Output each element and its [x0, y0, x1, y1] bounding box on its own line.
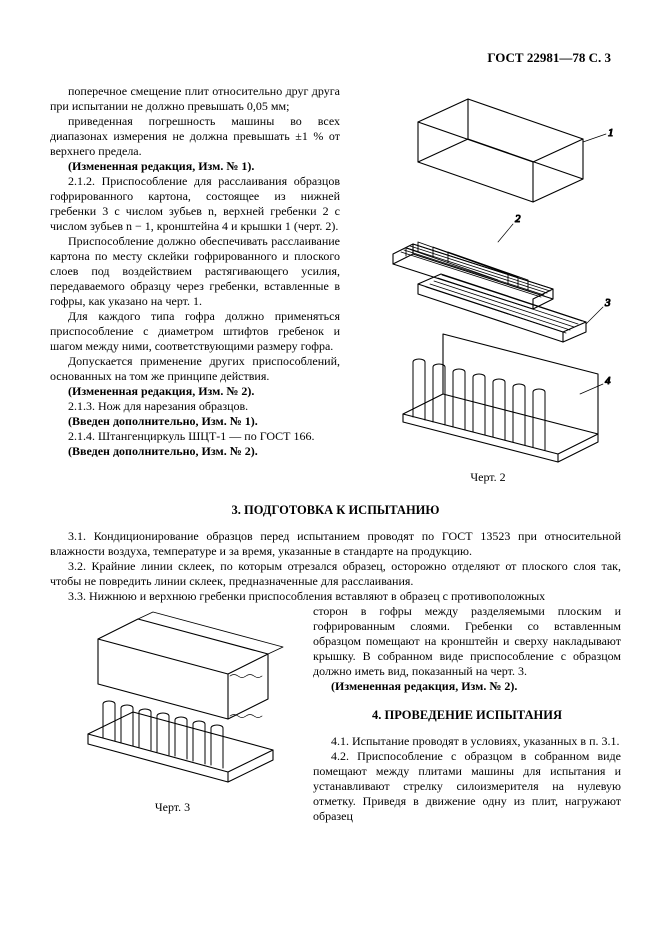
para-izm2a: (Измененная редакция, Изм. № 2).: [50, 384, 340, 399]
para-vved2: (Введен дополнительно, Изм. № 2).: [50, 444, 340, 459]
para-gofr-type: Для каждого типа гофра должно применятьс…: [50, 309, 340, 354]
para-3-3-lead: 3.3. Нижнюю и верхнюю гребенки приспособ…: [50, 589, 621, 604]
section-4-title: 4. ПРОВЕДЕНИЕ ИСПЫТАНИЯ: [313, 708, 621, 724]
section-3-title: 3. ПОДГОТОВКА К ИСПЫТАНИЮ: [50, 503, 621, 519]
top-text-column: поперечное смещение плит относительно др…: [50, 84, 340, 459]
figure-3-svg: [58, 604, 288, 794]
top-two-column: поперечное смещение плит относительно др…: [50, 84, 621, 485]
para-4-2: 4.2. Приспособление с образцом в собранн…: [313, 749, 621, 824]
para-2-1-3: 2.1.3. Нож для нарезания образцов.: [50, 399, 340, 414]
para-4-1: 4.1. Испытание проводят в условиях, указ…: [313, 734, 621, 749]
para-2-1-1b: приведенная погрешность машины во всех д…: [50, 114, 340, 159]
figure-2-block: 1: [355, 84, 621, 485]
fig2-label-3: 3: [604, 297, 611, 309]
figure-3-caption: Черт. 3: [50, 800, 295, 815]
right-text-column: сторон в гофры между разделяемыми плоски…: [313, 604, 621, 824]
fig2-part2: [393, 242, 553, 309]
fig2-label-2: 2: [515, 213, 521, 225]
section-3-body-top: 3.1. Кондиционирование образцов перед ис…: [50, 529, 621, 604]
bottom-two-column: Черт. 3 сторон в гофры между разделяемым…: [50, 604, 621, 824]
para-3-3-cont: сторон в гофры между разделяемыми плоски…: [313, 604, 621, 679]
fig2-part4: [403, 334, 598, 462]
fig2-label-1: 1: [608, 127, 614, 139]
para-3-2: 3.2. Крайние линии склеек, по которым от…: [50, 559, 621, 589]
para-vved1: (Введен дополнительно, Изм. № 1).: [50, 414, 340, 429]
para-2-1-4: 2.1.4. Штангенциркуль ШЦТ-1 — по ГОСТ 16…: [50, 429, 340, 444]
para-2-1-1a: поперечное смещение плит относительно др…: [50, 84, 340, 114]
page-header: ГОСТ 22981—78 С. 3: [50, 50, 621, 66]
para-3-1: 3.1. Кондиционирование образцов перед ис…: [50, 529, 621, 559]
figure-2-caption: Черт. 2: [355, 470, 621, 485]
para-3-izm2: (Измененная редакция, Изм. № 2).: [313, 679, 621, 694]
para-izm1: (Измененная редакция, Изм. № 1).: [50, 159, 340, 174]
figure-3-block: Черт. 3: [50, 604, 295, 815]
fig2-part1: [418, 99, 583, 202]
para-device-desc: Приспособление должно обеспечивать рассл…: [50, 234, 340, 309]
para-2-1-2: 2.1.2. Приспособление для расслаивания о…: [50, 174, 340, 234]
figure-2-svg: 1: [358, 84, 618, 464]
fig2-label-4: 4: [605, 375, 611, 387]
para-other-devices: Допускается применение других приспособл…: [50, 354, 340, 384]
